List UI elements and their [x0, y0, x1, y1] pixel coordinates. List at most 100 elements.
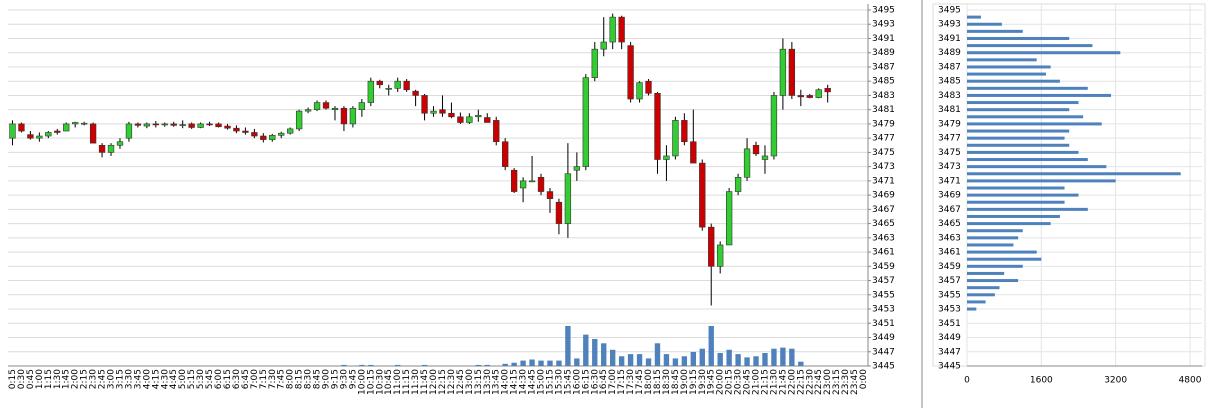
candle-body: [233, 127, 240, 132]
volume-bar: [798, 361, 804, 366]
candle-body: [278, 132, 285, 136]
x-tick-label: 14:30: [519, 369, 529, 395]
candle-body: [80, 122, 88, 125]
x-tick-label: 16:45: [599, 369, 609, 395]
y-tick-label: 3447: [938, 347, 961, 357]
volume-bar: [636, 354, 643, 366]
volume-bar: [780, 347, 786, 366]
x-tick-label: 14:00: [501, 369, 511, 395]
y-tick-label: 3491: [938, 34, 961, 44]
x-tick-label: 22:30: [805, 369, 815, 395]
x-tick-label: 11:15: [402, 369, 412, 395]
candle-body: [510, 169, 518, 192]
x-tick-label: 23:00: [823, 369, 833, 395]
profile-bar: [967, 165, 1107, 169]
y-tick-label: 3479: [872, 119, 895, 129]
x-tick-label: 4:30: [160, 369, 170, 389]
candle-body: [215, 123, 222, 128]
x-tick-label: 3:00: [107, 369, 117, 389]
x-tick-label: 23:15: [832, 369, 842, 395]
candle-body: [403, 80, 410, 91]
y-tick-label: 3473: [938, 162, 961, 172]
candle-body: [475, 115, 482, 118]
candle-body: [269, 135, 276, 140]
candle-body: [224, 125, 231, 129]
y-tick-label: 3477: [872, 134, 895, 144]
x-tick-label: 7:30: [268, 369, 278, 389]
x-tick-label: 19:45: [707, 369, 717, 395]
x-tick-label: 19:00: [680, 369, 690, 395]
volume-bar: [610, 349, 616, 366]
volume-bar: [475, 364, 481, 366]
candle-body: [179, 124, 186, 126]
profile-bar: [967, 15, 981, 19]
profile-bar: [967, 200, 1065, 204]
x-tick-label: 21:00: [752, 369, 762, 395]
y-tick-label: 3461: [938, 248, 961, 258]
candle-body: [564, 173, 572, 224]
x-tick-label: 7:00: [250, 369, 260, 389]
candle-body: [663, 155, 670, 160]
y-tick-label: 3493: [938, 20, 961, 30]
candle-body: [439, 109, 446, 114]
candle-body: [367, 80, 374, 103]
candle-body: [36, 135, 43, 139]
x-tick-label: 11:30: [411, 369, 421, 395]
volume-bar: [654, 343, 661, 366]
x-tick-label: 13:30: [483, 369, 493, 395]
candle-body: [537, 177, 545, 192]
x-tick-label: 12:00: [429, 369, 439, 395]
x-tick-label: 21:30: [769, 369, 779, 395]
x-tick-label: 2:45: [98, 369, 108, 389]
candle-body: [636, 82, 643, 100]
volume-bar: [556, 360, 562, 366]
profile-bar: [967, 51, 1121, 55]
profile-bar: [967, 93, 1112, 97]
candle-body: [770, 95, 778, 157]
profile-bar: [967, 207, 1088, 211]
y-tick-label: 3457: [938, 276, 961, 286]
volume-bar: [735, 354, 741, 366]
candle-body: [349, 107, 357, 125]
candle-body: [287, 128, 294, 134]
profile-bar: [967, 193, 1079, 197]
volume-bar: [663, 354, 670, 366]
x-tick-label: 17:45: [635, 369, 645, 395]
y-tick-label: 3483: [872, 91, 895, 101]
candle-body: [170, 123, 177, 126]
x-tick-label: 20:30: [734, 369, 744, 395]
x-tick-label: 10:30: [375, 369, 385, 395]
x-tick-label: 1:30: [53, 369, 63, 389]
profile-bar: [967, 279, 1019, 283]
candle-body: [797, 95, 804, 98]
volume-bar: [484, 364, 490, 366]
x-tick-label: 16:30: [590, 369, 600, 395]
profile-bar: [967, 36, 1070, 40]
x-tick-label: 22:00: [787, 369, 797, 395]
x-tick-label: 22:15: [796, 369, 806, 395]
candle-body: [591, 48, 598, 78]
y-tick-label: 3495: [938, 6, 961, 16]
x-tick-label: 8:45: [313, 369, 323, 389]
x-tick-label: 10:15: [366, 369, 376, 395]
candle-body: [699, 162, 706, 228]
volume-bar: [395, 364, 401, 366]
x-tick-label: 23:45: [850, 369, 860, 395]
y-tick-label: 3463: [872, 233, 895, 243]
profile-bar: [967, 86, 1088, 90]
x-tick-label: 21:45: [778, 369, 788, 395]
x-tick-label: 18:15: [653, 369, 663, 395]
y-tick-label: 3487: [872, 62, 895, 72]
volume-bar: [565, 326, 571, 366]
volume-bar: [744, 357, 750, 366]
x-tick-label: 5:00: [178, 369, 188, 389]
profile-bar: [967, 115, 1084, 119]
profile-bar: [967, 293, 995, 297]
y-tick-label: 3491: [872, 34, 895, 44]
x-tick-label: 6:15: [223, 369, 233, 389]
candle-body: [54, 130, 61, 133]
candle-body: [430, 110, 437, 114]
x-tick-label: 1600: [1030, 376, 1053, 386]
x-tick-label: 0:15: [8, 369, 18, 389]
